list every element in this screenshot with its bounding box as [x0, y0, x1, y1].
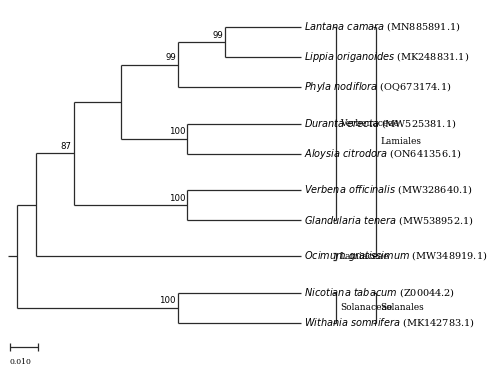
Text: 99: 99 [165, 53, 176, 62]
Text: 0.010: 0.010 [10, 358, 32, 366]
Text: 100: 100 [169, 194, 186, 203]
Text: 100: 100 [160, 296, 176, 305]
Text: $\it{Lantana\ camara}$ (MN885891.1): $\it{Lantana\ camara}$ (MN885891.1) [304, 20, 461, 33]
Text: 87: 87 [61, 142, 72, 151]
Text: Solanales: Solanales [380, 303, 424, 312]
Text: Verbenaceae: Verbenaceae [340, 119, 399, 128]
Text: $\it{Duranta\ erecta}$ (MW525381.1): $\it{Duranta\ erecta}$ (MW525381.1) [304, 117, 457, 130]
Text: $\it{Aloysia\ citrodora}$ (ON641356.1): $\it{Aloysia\ citrodora}$ (ON641356.1) [304, 147, 462, 161]
Text: Solanaceae: Solanaceae [340, 303, 392, 312]
Text: 99: 99 [212, 31, 223, 40]
Text: $\it{Ocimum\ gratissimum}$ (MW348919.1): $\it{Ocimum\ gratissimum}$ (MW348919.1) [304, 249, 488, 263]
Text: $\it{Lippia\ origanoides}$ (MK248831.1): $\it{Lippia\ origanoides}$ (MK248831.1) [304, 50, 470, 64]
Text: $\bf{\it{Phyla\ nodiflora}}$ (OQ673174.1): $\bf{\it{Phyla\ nodiflora}}$ (OQ673174.1… [304, 81, 452, 94]
Text: 100: 100 [169, 127, 186, 136]
Text: $\it{Glandularia\ tenera}$ (MW538952.1): $\it{Glandularia\ tenera}$ (MW538952.1) [304, 214, 474, 227]
Text: $\it{Withania\ somnifera}$ (MK142783.1): $\it{Withania\ somnifera}$ (MK142783.1) [304, 316, 476, 329]
Text: Lamiaceae: Lamiaceae [340, 252, 390, 261]
Text: $\it{Nicotiana\ tabacum}$ (Z00044.2): $\it{Nicotiana\ tabacum}$ (Z00044.2) [304, 286, 456, 299]
Text: Lamiales: Lamiales [380, 137, 421, 146]
Text: $\it{Verbena\ officinalis}$ (MW328640.1): $\it{Verbena\ officinalis}$ (MW328640.1) [304, 184, 474, 197]
